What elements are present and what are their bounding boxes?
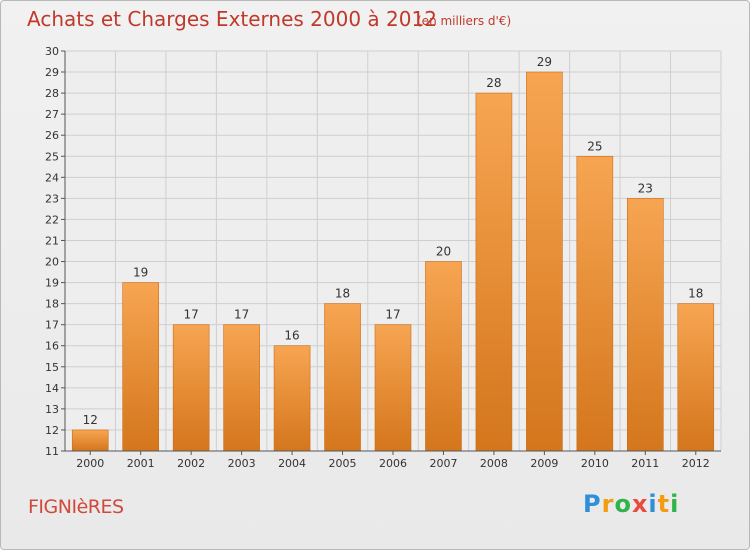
y-tick-label: 11: [45, 445, 59, 458]
bar: [576, 155, 614, 452]
bar: [677, 303, 715, 452]
y-tick-label: 24: [45, 171, 59, 184]
x-tick-label: 2009: [530, 457, 558, 470]
x-tick-label: 2003: [228, 457, 256, 470]
bar: [475, 92, 513, 452]
bar: [324, 303, 361, 452]
x-tick-label: 2000: [76, 457, 104, 470]
logo-letter: t: [657, 490, 671, 518]
bar-value-label: 18: [688, 287, 703, 301]
bar-value-label: 18: [335, 287, 350, 301]
chart-subtitle: (en milliers d'€): [417, 14, 512, 28]
axes: [61, 50, 721, 455]
logo-letter: i: [648, 490, 658, 518]
logo-letter: o: [614, 490, 632, 518]
bar: [172, 324, 210, 452]
y-tick-label: 29: [45, 66, 59, 79]
y-tick-label: 25: [45, 150, 59, 163]
y-tick-label: 28: [45, 87, 59, 100]
bar: [425, 261, 462, 452]
x-tick-label: 2006: [379, 457, 407, 470]
y-tick-label: 16: [45, 340, 59, 353]
bar-value-label: 19: [133, 266, 148, 280]
bar-value-label: 17: [184, 308, 199, 322]
bar: [374, 324, 412, 452]
bar-value-label: 25: [587, 139, 602, 153]
bar-value-label: 20: [436, 245, 451, 259]
x-tick-label: 2005: [329, 457, 357, 470]
bar: [273, 345, 311, 452]
bar-value-label: 29: [537, 55, 552, 69]
bar-value-label: 12: [83, 413, 98, 427]
bar-value-label: 17: [385, 308, 400, 322]
y-tick-label: 30: [45, 45, 59, 58]
logo-letter: i: [670, 490, 680, 518]
y-tick-label: 19: [45, 277, 59, 290]
x-tick-label: 2010: [581, 457, 609, 470]
bar: [627, 198, 664, 452]
x-tick-label: 2002: [177, 457, 205, 470]
logo-letter: x: [631, 490, 649, 518]
logo-letter: P: [583, 490, 602, 518]
y-tick-label: 15: [45, 361, 59, 374]
bar: [526, 71, 563, 452]
y-tick-label: 21: [45, 234, 59, 247]
y-tick-label: 12: [45, 424, 59, 437]
x-tick-label: 2008: [480, 457, 508, 470]
bar: [71, 429, 109, 452]
x-tick-label: 2004: [278, 457, 306, 470]
bars: [71, 71, 715, 452]
chart-title: Achats et Charges Externes 2000 à 2012: [27, 7, 437, 31]
y-tick-label: 23: [45, 192, 59, 205]
bar-value-label: 28: [486, 76, 501, 90]
bar: [122, 282, 159, 452]
proxiti-logo[interactable]: Proxiti: [583, 490, 679, 518]
y-tick-label: 17: [45, 319, 59, 332]
x-tick-label: 2007: [429, 457, 457, 470]
y-tick-label: 27: [45, 108, 59, 121]
y-tick-label: 20: [45, 256, 59, 269]
logo-letter: r: [601, 490, 615, 518]
x-tick-label: 2001: [127, 457, 155, 470]
y-tick-label: 13: [45, 403, 59, 416]
bar-value-label: 16: [284, 329, 299, 343]
bar-value-label: 23: [638, 181, 653, 195]
y-tick-label: 26: [45, 129, 59, 142]
x-tick-label: 2012: [682, 457, 710, 470]
y-tick-label: 18: [45, 298, 59, 311]
y-tick-label: 14: [45, 382, 59, 395]
bar: [223, 324, 260, 452]
labels: 11 12 13 14 15 16 17 18 19 20 21 22 23 24 25 26 27 28 29 30…: [45, 45, 710, 470]
x-tick-label: 2011: [631, 457, 659, 470]
y-tick-label: 22: [45, 213, 59, 226]
commune-name: FIGNIèRES: [28, 496, 124, 518]
bar-value-label: 17: [234, 308, 249, 322]
